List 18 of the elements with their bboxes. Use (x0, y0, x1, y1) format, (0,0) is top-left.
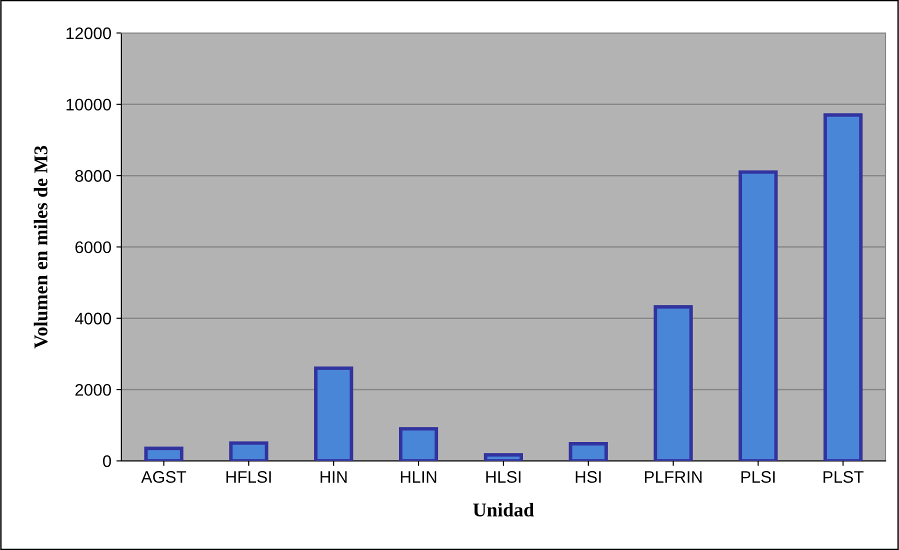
x-tick-label: AGST (141, 471, 186, 483)
x-tick-label: PLFRIN (644, 471, 702, 483)
y-axis-title: Volumen en miles de M3 (34, 146, 48, 348)
x-tick-label: HLIN (400, 471, 436, 483)
x-tick-label: PLST (824, 471, 864, 483)
y-tick-label: 2000 (75, 384, 111, 396)
x-axis-title: Unidad (473, 502, 534, 517)
y-tick-label: 4000 (74, 312, 111, 324)
y-tick-label: 10000 (66, 98, 111, 111)
x-tick-label: HFLSI (226, 471, 271, 483)
x-tick-label: PLSI (741, 471, 775, 483)
y-tick-label: 6000 (75, 241, 111, 254)
x-tick-label: HSI (576, 471, 601, 483)
y-tick-label: 12000 (66, 27, 111, 40)
y-tick-label: 0 (103, 455, 111, 468)
y-tick-label: 8000 (75, 170, 111, 182)
x-tick-label: HIN (320, 471, 347, 483)
x-tick-label: HLSI (486, 471, 520, 483)
